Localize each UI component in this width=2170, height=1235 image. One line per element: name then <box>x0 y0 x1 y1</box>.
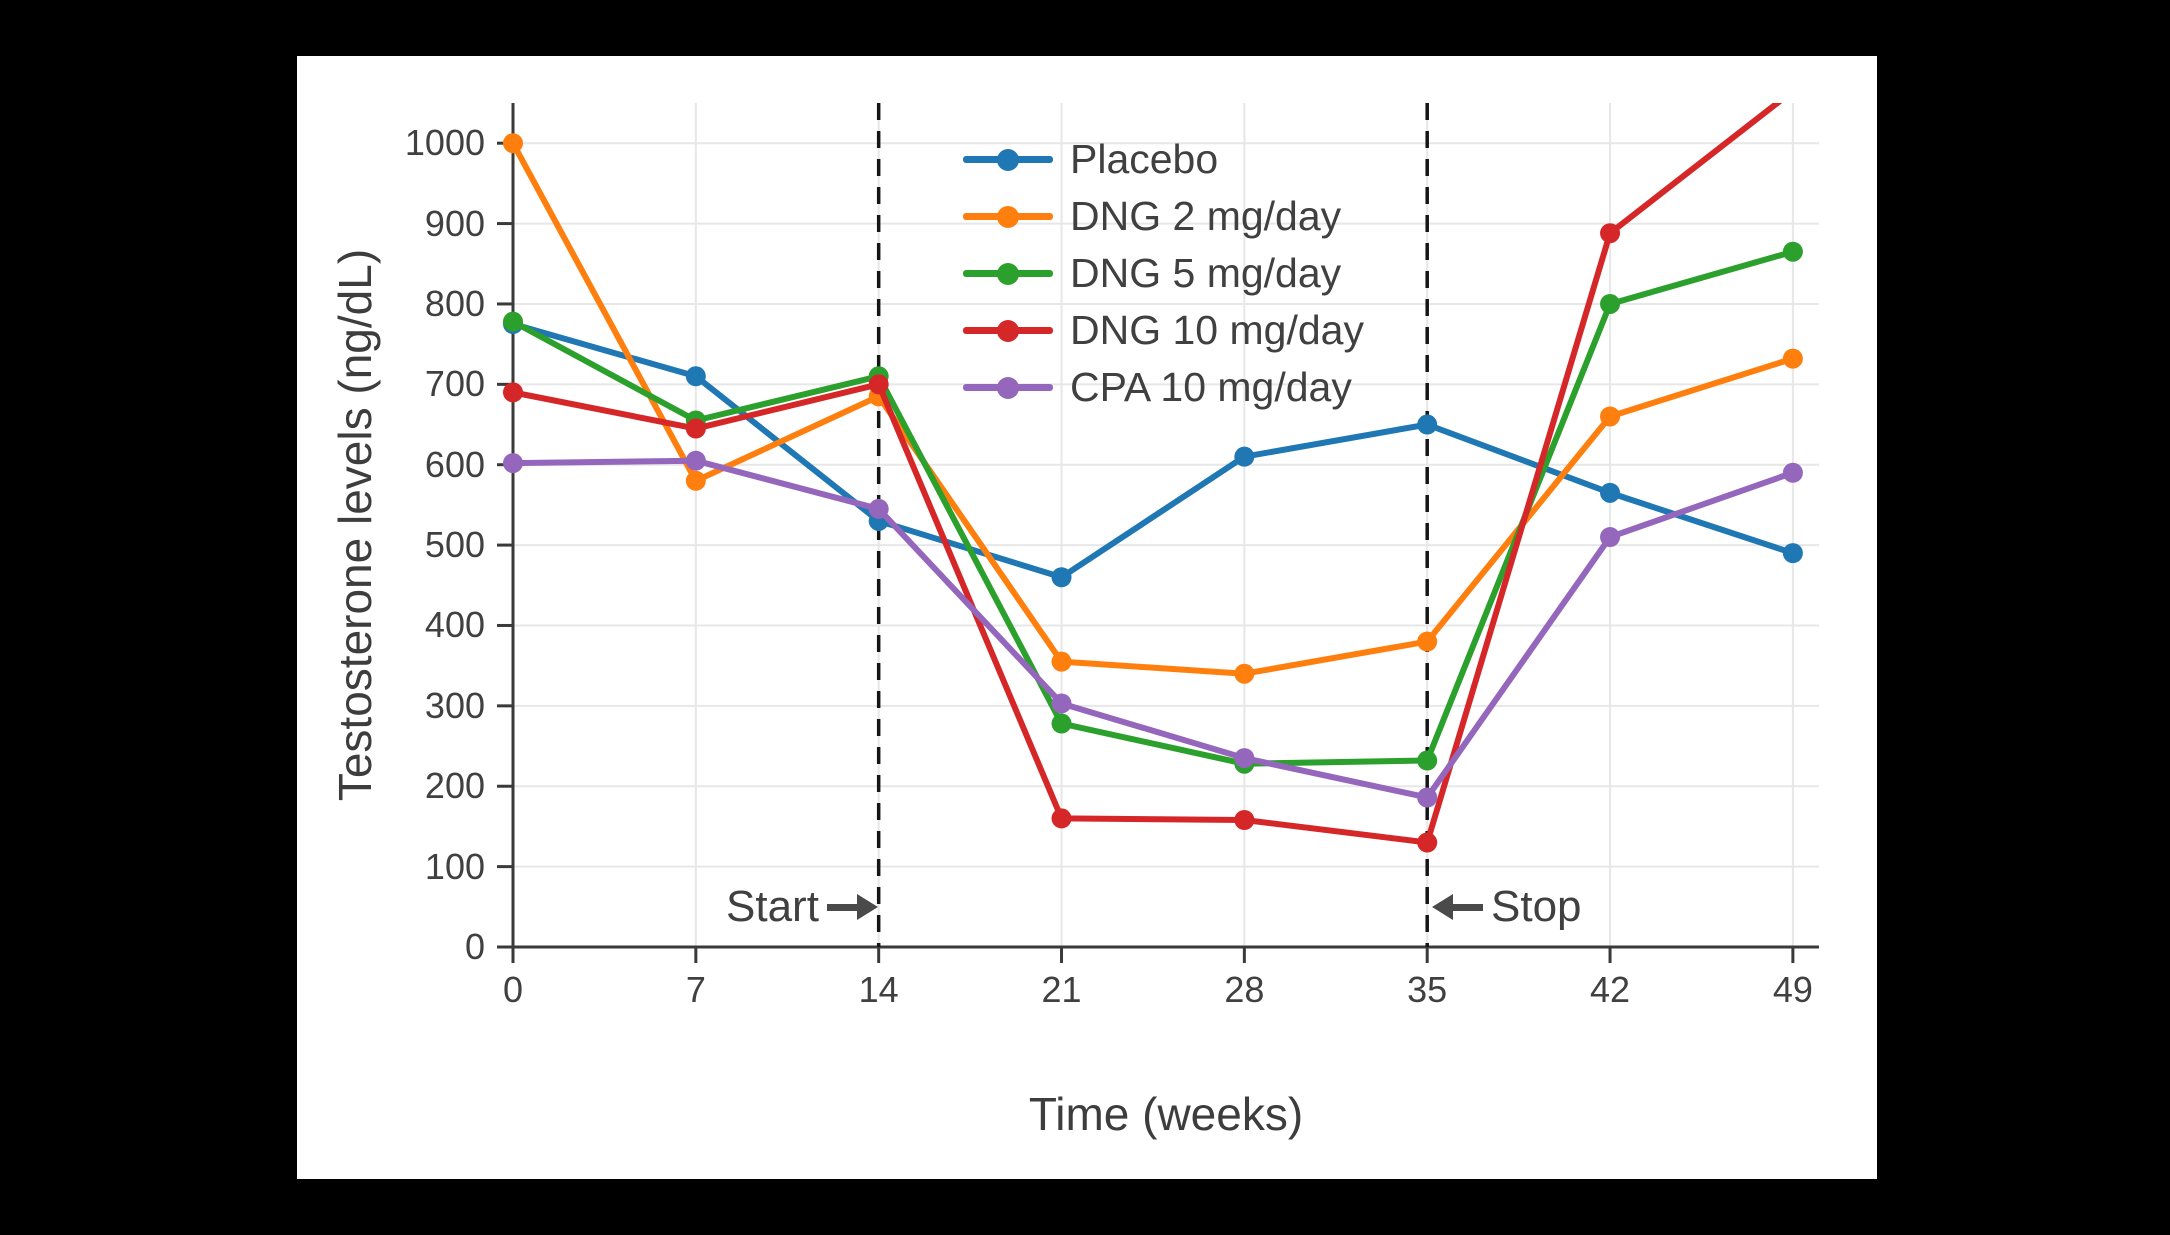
data-point-marker <box>1600 293 1621 314</box>
legend-swatch-dot <box>997 262 1019 285</box>
data-point-marker <box>1417 631 1438 652</box>
legend-swatch-dot <box>997 205 1019 228</box>
legend-label: Placebo <box>1070 136 1219 182</box>
data-point-marker <box>1051 651 1072 672</box>
x-tick-label: 49 <box>1772 969 1813 1010</box>
y-tick-label: 300 <box>424 684 485 726</box>
y-tick-label: 100 <box>424 845 485 887</box>
y-tick-label: 0 <box>464 926 485 967</box>
data-point-marker <box>685 470 706 491</box>
y-tick-label: 700 <box>424 363 485 405</box>
y-tick-label: 200 <box>424 765 485 807</box>
chart-canvas <box>497 81 1819 963</box>
data-point-marker <box>1600 223 1621 244</box>
data-point-marker <box>503 382 523 403</box>
data-point-marker <box>685 418 706 439</box>
data-point-marker <box>1782 543 1803 564</box>
data-point-marker <box>868 498 889 519</box>
legend-item-cpa10: CPA 10 mg/day <box>963 359 1364 416</box>
series-line-dng-10-mg-day <box>510 103 1783 846</box>
legend-label: DNG 2 mg/day <box>1070 193 1342 239</box>
legend-swatch-line <box>963 262 1053 285</box>
legend-swatch-line <box>963 319 1053 342</box>
data-point-marker <box>503 133 523 154</box>
data-point-marker <box>1051 713 1072 734</box>
data-point-marker <box>503 311 523 332</box>
start-label: Start <box>726 882 819 931</box>
data-point-marker <box>1782 241 1803 262</box>
legend-swatch-line <box>963 376 1053 399</box>
legend-swatch-line <box>963 148 1053 171</box>
right-arrow-icon <box>826 894 878 920</box>
data-point-marker <box>1234 663 1255 684</box>
x-tick-label: 35 <box>1407 969 1448 1010</box>
x-tick-label: 14 <box>858 969 899 1010</box>
data-point-marker <box>1782 462 1803 483</box>
data-point-marker <box>1051 567 1072 588</box>
data-point-marker <box>685 366 706 387</box>
annotation-stop: Stop <box>1432 882 1582 932</box>
legend-swatch-dot <box>997 148 1019 171</box>
legend: Placebo DNG 2 mg/day DNG 5 mg/day DNG 10… <box>963 131 1364 416</box>
x-tick-label: 7 <box>685 969 706 1010</box>
data-point-marker <box>868 374 889 395</box>
data-point-marker <box>1417 750 1438 771</box>
data-point-marker <box>1600 482 1621 503</box>
data-point-marker <box>1234 809 1255 830</box>
data-point-marker <box>1417 414 1438 435</box>
legend-label: DNG 10 mg/day <box>1070 307 1364 353</box>
legend-item-placebo: Placebo <box>963 131 1364 188</box>
data-point-marker <box>1234 446 1255 467</box>
legend-swatch-dot <box>997 376 1019 399</box>
y-tick-label: 900 <box>424 202 485 244</box>
data-point-marker <box>1234 748 1255 769</box>
x-tick-label: 21 <box>1041 969 1082 1010</box>
data-point-marker <box>1783 81 1803 101</box>
legend-label: DNG 5 mg/day <box>1070 250 1342 296</box>
legend-item-dng2: DNG 2 mg/day <box>963 188 1364 245</box>
series-line-cpa-10-mg-day <box>510 457 1796 801</box>
annotation-start: Start <box>726 882 878 932</box>
left-arrow-icon <box>1432 894 1483 920</box>
legend-swatch-line <box>963 205 1053 228</box>
data-point-marker <box>1051 808 1072 829</box>
data-point-marker <box>1417 787 1438 808</box>
series-line-dng-5-mg-day <box>510 248 1796 767</box>
series-line-placebo <box>510 321 1796 581</box>
x-axis-title: Time (weeks) <box>1028 1088 1304 1140</box>
legend-swatch-dot <box>997 319 1019 342</box>
data-point-marker <box>503 453 523 474</box>
data-point-marker <box>1782 348 1803 369</box>
x-tick-label: 0 <box>502 969 524 1010</box>
x-tick-label: 28 <box>1224 969 1265 1010</box>
y-tick-label: 400 <box>424 604 485 646</box>
data-point-marker <box>1600 406 1621 427</box>
x-tick-label: 42 <box>1590 969 1631 1010</box>
y-tick-label: 1000 <box>404 122 485 164</box>
data-point-marker <box>685 450 706 471</box>
data-point-marker <box>1417 832 1438 853</box>
y-tick-label: 500 <box>424 524 485 566</box>
data-point-marker <box>1600 527 1621 548</box>
legend-item-dng5: DNG 5 mg/day <box>963 245 1364 302</box>
stop-label: Stop <box>1491 882 1582 931</box>
data-point-marker <box>1051 693 1072 714</box>
figure-panel: Testosterone levels (ng/dL) Time (weeks)… <box>297 56 1877 1179</box>
y-tick-label: 800 <box>424 282 485 324</box>
legend-label: CPA 10 mg/day <box>1070 364 1352 410</box>
y-tick-label: 600 <box>424 443 485 485</box>
legend-item-dng10: DNG 10 mg/day <box>963 302 1364 359</box>
